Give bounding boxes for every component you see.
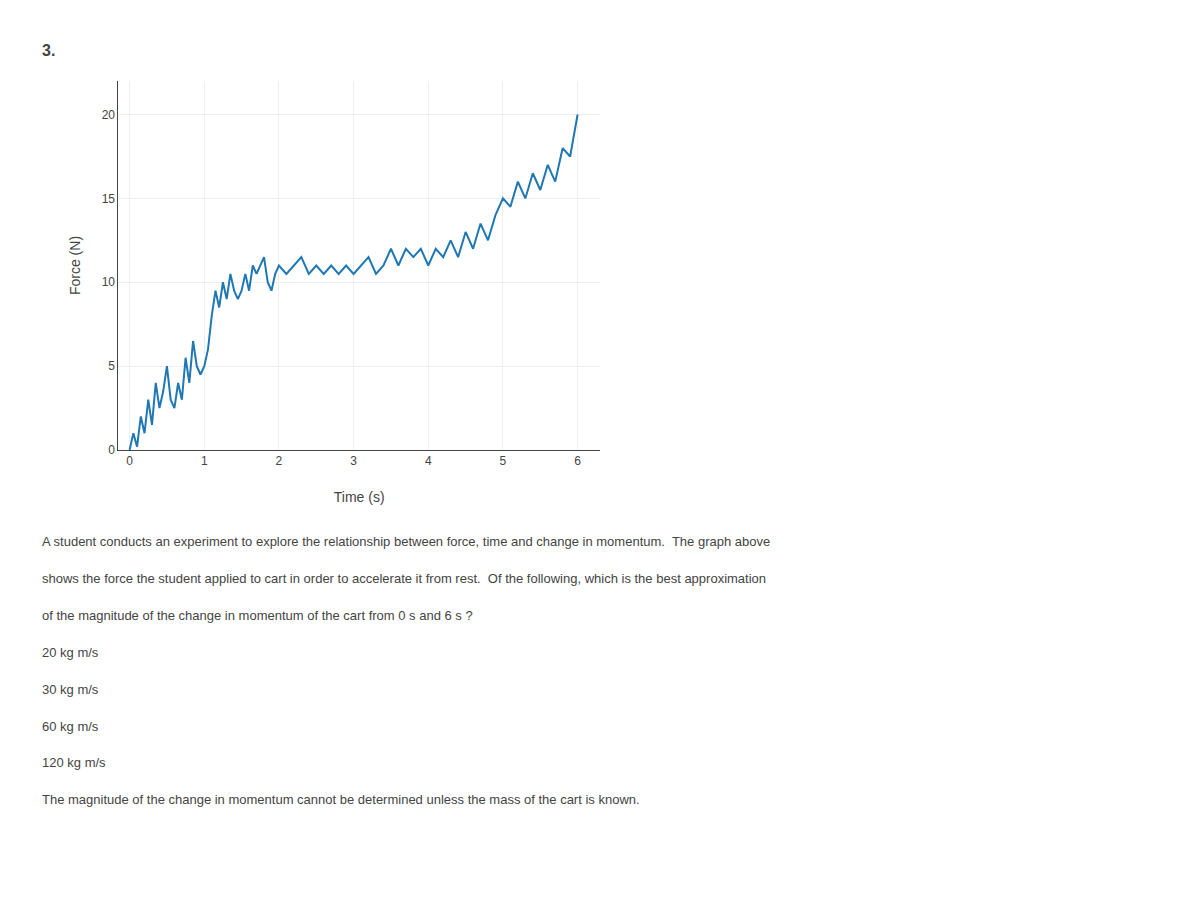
svg-text:30 kg m/s: 30 kg m/s [42, 682, 99, 697]
svg-text:Time (s): Time (s) [334, 489, 385, 505]
svg-text:Force (N): Force (N) [67, 236, 83, 295]
svg-text:3: 3 [350, 454, 357, 468]
svg-text:6: 6 [574, 454, 581, 468]
svg-text:1: 1 [201, 454, 208, 468]
svg-text:10: 10 [102, 275, 116, 289]
svg-text:3.: 3. [42, 42, 55, 59]
svg-text:20: 20 [102, 108, 116, 122]
svg-text:2: 2 [276, 454, 283, 468]
svg-text:120 kg m/s: 120 kg m/s [42, 755, 106, 770]
svg-text:15: 15 [102, 192, 116, 206]
svg-text:60 kg m/s: 60 kg m/s [42, 719, 99, 734]
svg-text:A student conducts an experime: A student conducts an experiment to expl… [42, 534, 770, 549]
svg-text:0: 0 [108, 443, 115, 457]
svg-text:0: 0 [126, 454, 133, 468]
svg-text:4: 4 [425, 454, 432, 468]
svg-text:shows the force the student ap: shows the force the student applied to c… [42, 571, 766, 586]
svg-text:20 kg m/s: 20 kg m/s [42, 645, 99, 660]
svg-text:The magnitude of the change in: The magnitude of the change in momentum … [42, 792, 640, 807]
svg-text:of the magnitude of the change: of the magnitude of the change in moment… [42, 608, 473, 623]
svg-text:5: 5 [108, 359, 115, 373]
svg-text:5: 5 [500, 454, 507, 468]
